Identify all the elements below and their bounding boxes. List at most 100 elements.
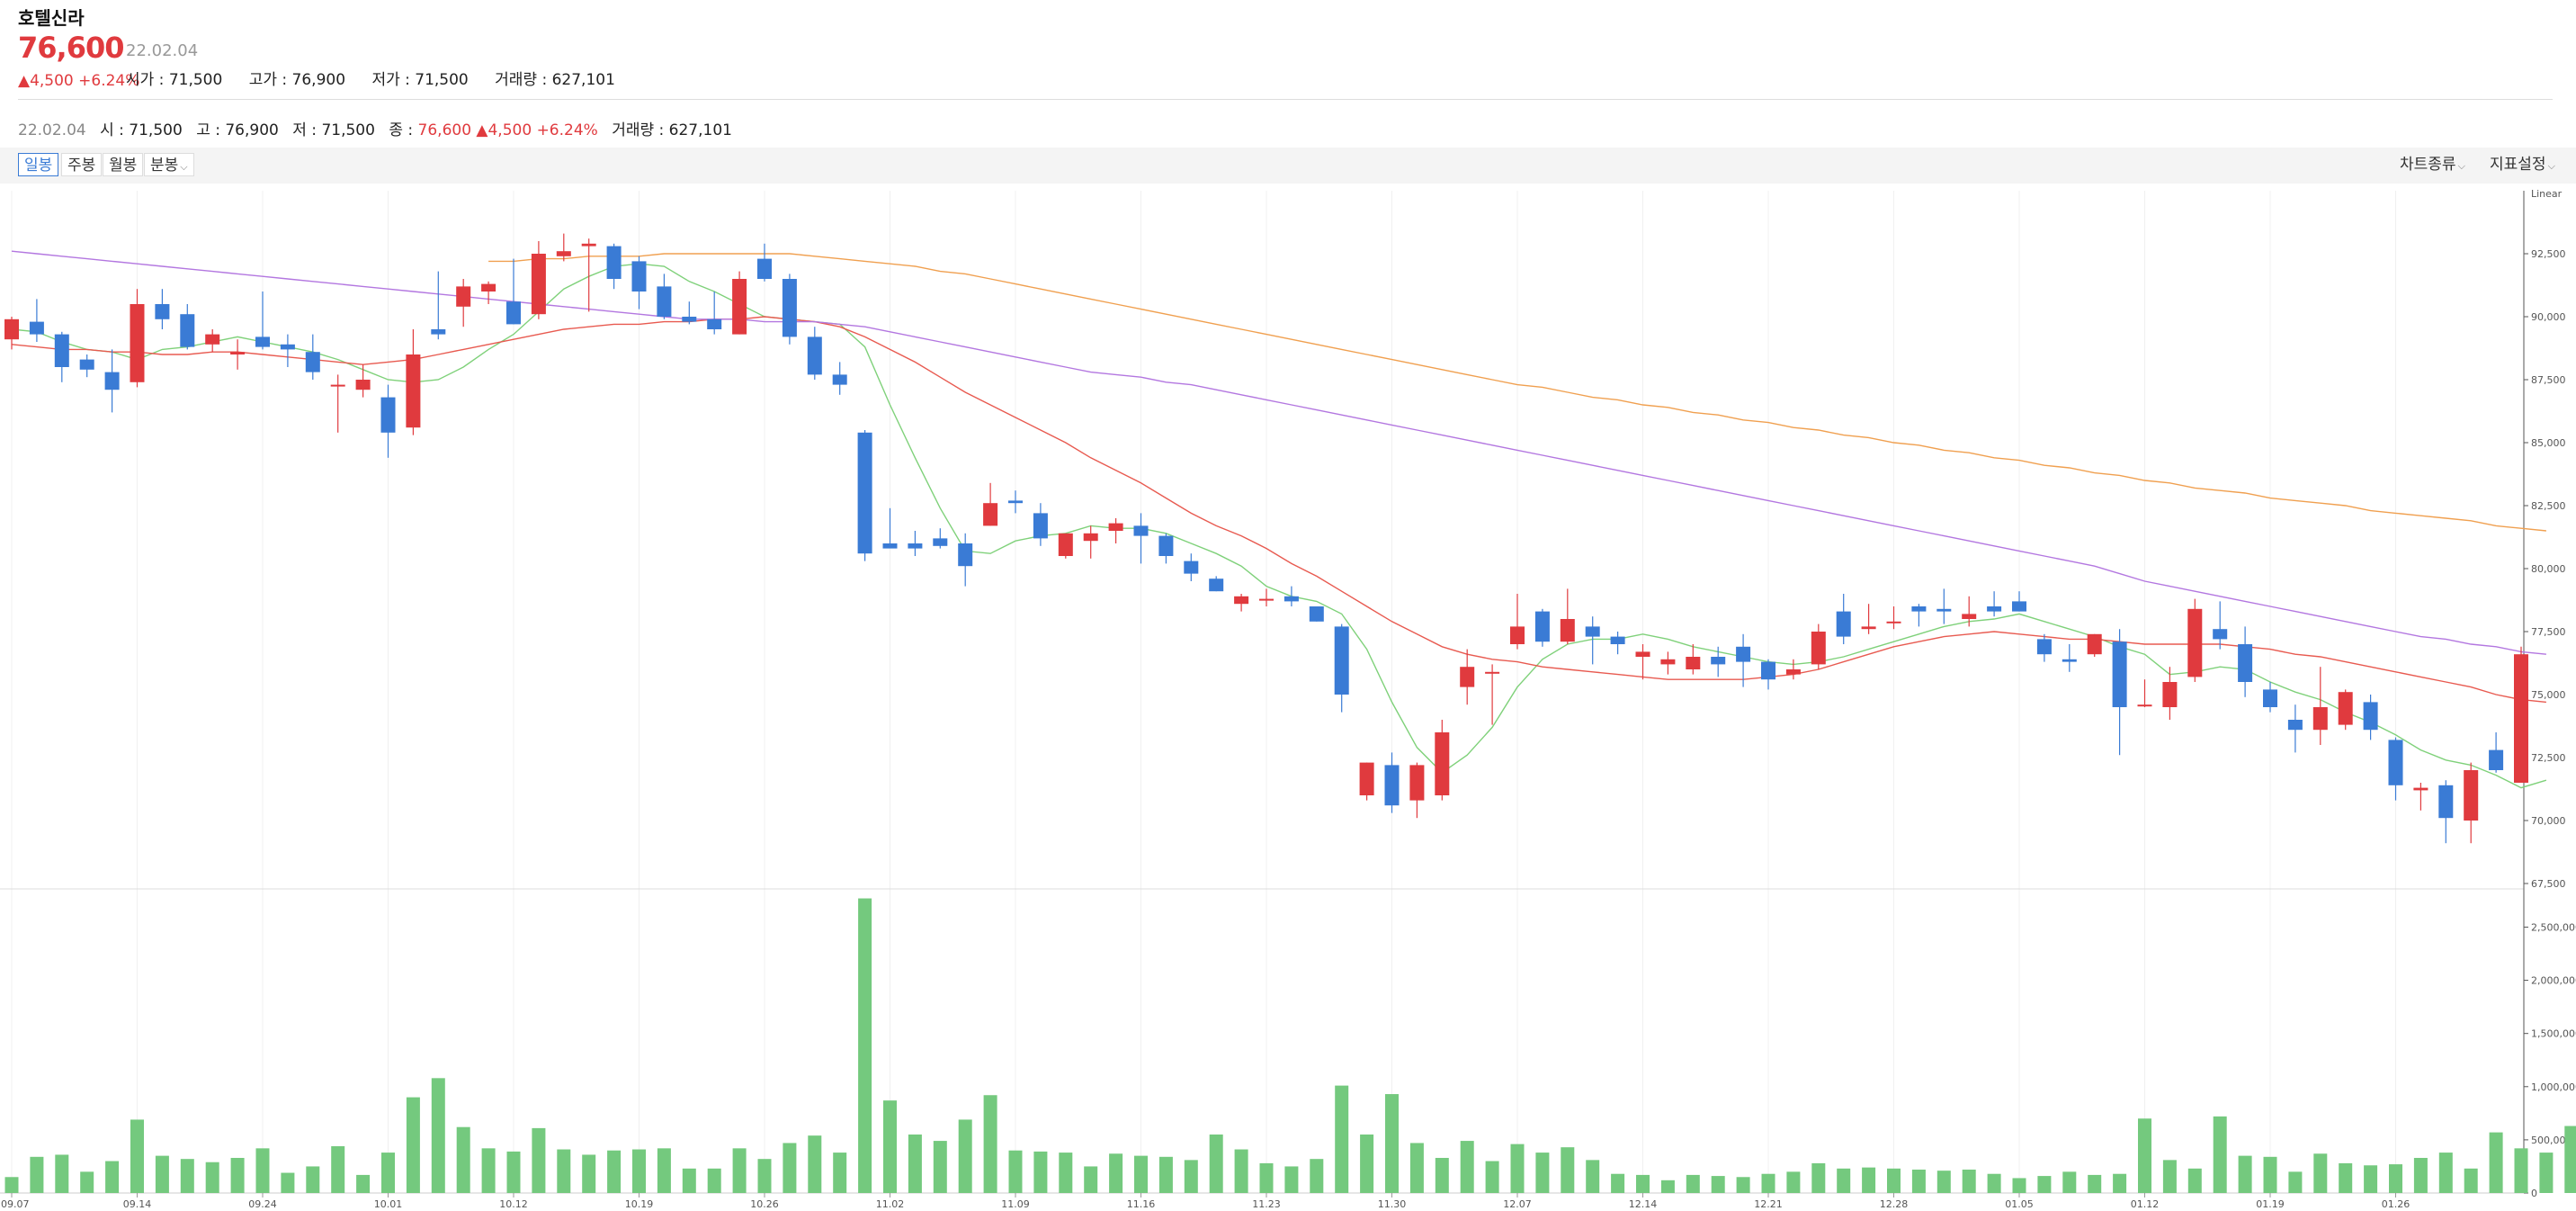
volume-bar — [2288, 1171, 2303, 1193]
chart-type-menu[interactable]: 차트종류 ⌵ — [2400, 153, 2465, 178]
candle-body — [380, 397, 396, 433]
moving-average-5 — [11, 263, 2547, 789]
candle-body — [2514, 654, 2528, 783]
indicator-settings-menu[interactable]: 지표설정 ⌵ — [2490, 153, 2555, 178]
volume-tick-label: 0 — [2531, 1188, 2537, 1199]
time-tick-label: 01.05 — [2005, 1198, 2034, 1210]
candle-body — [1184, 561, 1199, 574]
volume-bar — [1586, 1160, 1600, 1193]
candle-body — [682, 317, 697, 322]
volume-bar — [682, 1168, 696, 1193]
volume-bar — [1259, 1162, 1274, 1193]
candle-body — [2287, 720, 2303, 731]
period-weekly-button[interactable]: 주봉 — [61, 153, 103, 176]
volume-bar — [1660, 1180, 1675, 1193]
volume-bar — [406, 1097, 420, 1193]
price-tick-label: 70,000 — [2531, 815, 2566, 827]
volume-bar — [381, 1153, 395, 1193]
volume-bar — [2389, 1164, 2402, 1193]
candle-body — [1384, 765, 1400, 806]
time-tick-label: 01.12 — [2131, 1198, 2160, 1210]
chart-type-label: 차트종류 — [2400, 156, 2456, 174]
candle-body — [2312, 707, 2328, 731]
candle-body — [1585, 626, 1600, 637]
chevron-down-icon: ⌵ — [2547, 160, 2555, 172]
volume-bar — [1837, 1168, 1851, 1193]
time-tick-label: 09.07 — [1, 1198, 30, 1210]
candle-body — [29, 321, 44, 335]
candle-body — [857, 432, 872, 554]
candle-body — [1610, 636, 1625, 644]
chevron-down-icon: ⌵ — [180, 161, 188, 173]
candle-body — [305, 352, 320, 372]
info-high: 고 : 76,900 — [196, 121, 279, 139]
volume-bar — [2489, 1132, 2503, 1193]
candle-body — [2263, 689, 2277, 707]
volume-bar — [1310, 1159, 1324, 1193]
quote-header: 호텔신라 76,600 22.02.04 ▲4,500 +6.24% 시가 : … — [0, 0, 2576, 99]
volume-bar — [783, 1143, 797, 1193]
candle-body — [882, 543, 898, 549]
candle-body — [2062, 659, 2077, 662]
candle-body — [255, 336, 270, 347]
price-tick-label: 80,000 — [2531, 563, 2566, 575]
volume-bar — [1184, 1160, 1198, 1193]
price-tick-label: 92,500 — [2531, 248, 2566, 260]
trade-volume: 거래량 : 627,101 — [495, 71, 615, 89]
volume-bar — [1209, 1134, 1223, 1193]
chevron-down-icon: ⌵ — [2457, 160, 2465, 172]
scale-label: Linear — [2531, 188, 2563, 200]
volume-bar — [1936, 1171, 1951, 1193]
volume-bar — [958, 1119, 972, 1193]
candle-body — [1108, 523, 1123, 531]
volume-bar — [456, 1126, 470, 1193]
volume-bar — [1335, 1085, 1349, 1193]
candle-body — [732, 279, 747, 335]
period-monthly-button[interactable]: 월봉 — [103, 153, 144, 176]
volume-bar — [707, 1168, 721, 1193]
candle-body — [2489, 749, 2504, 770]
volume-bar — [431, 1078, 445, 1193]
info-close-value: 76,600 ▲4,500 +6.24% — [417, 121, 598, 139]
candle-body — [2112, 641, 2127, 707]
candle-body — [1660, 659, 1676, 665]
candle-body — [631, 261, 647, 292]
volume-bar — [607, 1150, 622, 1193]
candle-body — [1761, 661, 1775, 680]
volume-bar — [2339, 1162, 2353, 1193]
volume-bar — [808, 1135, 822, 1193]
volume-bar — [2037, 1176, 2052, 1193]
volume-bar — [1360, 1134, 1374, 1193]
volume-bar — [2514, 1148, 2528, 1193]
info-volume: 거래량 : 627,101 — [612, 121, 732, 139]
volume-bar — [1510, 1144, 1525, 1193]
candle-body — [104, 372, 120, 390]
volume-bar — [582, 1154, 596, 1193]
volume-bar — [1911, 1169, 1926, 1193]
time-tick-label: 12.21 — [1754, 1198, 1783, 1210]
candle-body — [431, 329, 446, 335]
volume-bar — [858, 898, 872, 1193]
volume-bar — [1987, 1173, 2001, 1193]
volume-bar — [2413, 1157, 2428, 1193]
candle-body — [1510, 626, 1525, 644]
period-minute-button[interactable]: 분봉 ⌵ — [144, 153, 194, 176]
volume-bar — [1736, 1177, 1750, 1193]
volume-bar — [30, 1156, 44, 1193]
candle-body — [2087, 633, 2102, 655]
price-tick-label: 67,500 — [2531, 878, 2566, 890]
candle-body — [1560, 619, 1575, 642]
volume-bar — [1008, 1150, 1023, 1193]
price-tick-label: 90,000 — [2531, 311, 2566, 323]
volume-bar — [1234, 1149, 1248, 1193]
period-daily-button[interactable]: 일봉 — [18, 153, 59, 176]
quote-date: 22.02.04 — [126, 41, 199, 60]
candle-body — [1711, 657, 1726, 665]
time-tick-label: 09.14 — [123, 1198, 152, 1210]
candle-body — [1209, 579, 1224, 592]
volume-bar — [1761, 1173, 1775, 1193]
candle-body — [1736, 646, 1751, 662]
candle-body — [1936, 608, 1952, 612]
volume-bar — [1636, 1174, 1650, 1193]
